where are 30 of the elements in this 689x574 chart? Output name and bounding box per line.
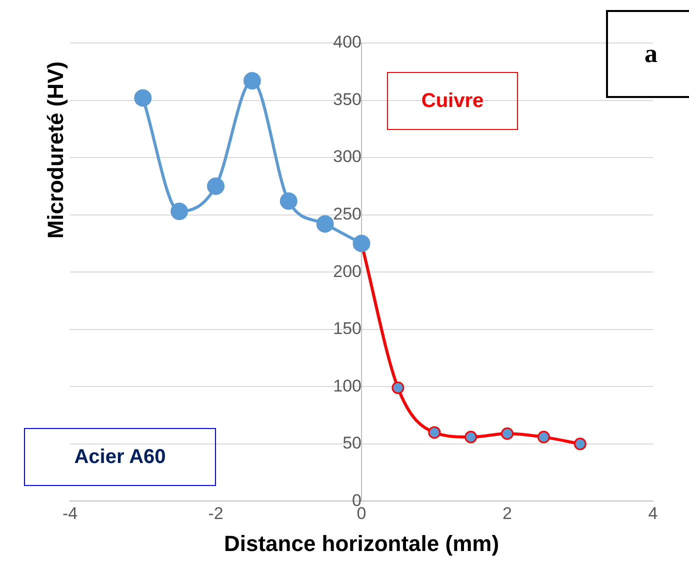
y-axis-title: Microdureté (HV) [43,61,69,239]
x-tick-label: -4 [62,504,78,524]
point [280,192,298,210]
y-tick-label: 150 [333,319,362,338]
annotation: Acier A60 [24,428,216,486]
x-tick-label: 4 [648,504,658,524]
point [392,382,404,394]
y-tick-label: 200 [333,262,362,281]
y-tick-label: 400 [333,32,362,52]
point [170,202,188,220]
point [352,234,370,252]
y-tick-label: 100 [333,376,362,396]
y-tick-label: 300 [333,147,362,166]
x-tick-label: 2 [502,504,512,524]
point [537,430,550,444]
x-axis-title: Distance horizontale (mm) [224,530,500,556]
annotation: a [606,10,689,98]
annotation: Cuivre [387,72,518,130]
point [316,215,334,233]
y-tick-label: 250 [333,204,362,224]
y-tick-label: 350 [333,90,362,109]
point [134,89,152,107]
point [428,426,441,439]
x-tick-label: -2 [208,504,224,524]
point [243,72,261,90]
y-tick-label: 50 [342,434,362,453]
point [464,430,478,444]
point [574,438,586,450]
point [207,177,224,195]
point [501,427,514,440]
